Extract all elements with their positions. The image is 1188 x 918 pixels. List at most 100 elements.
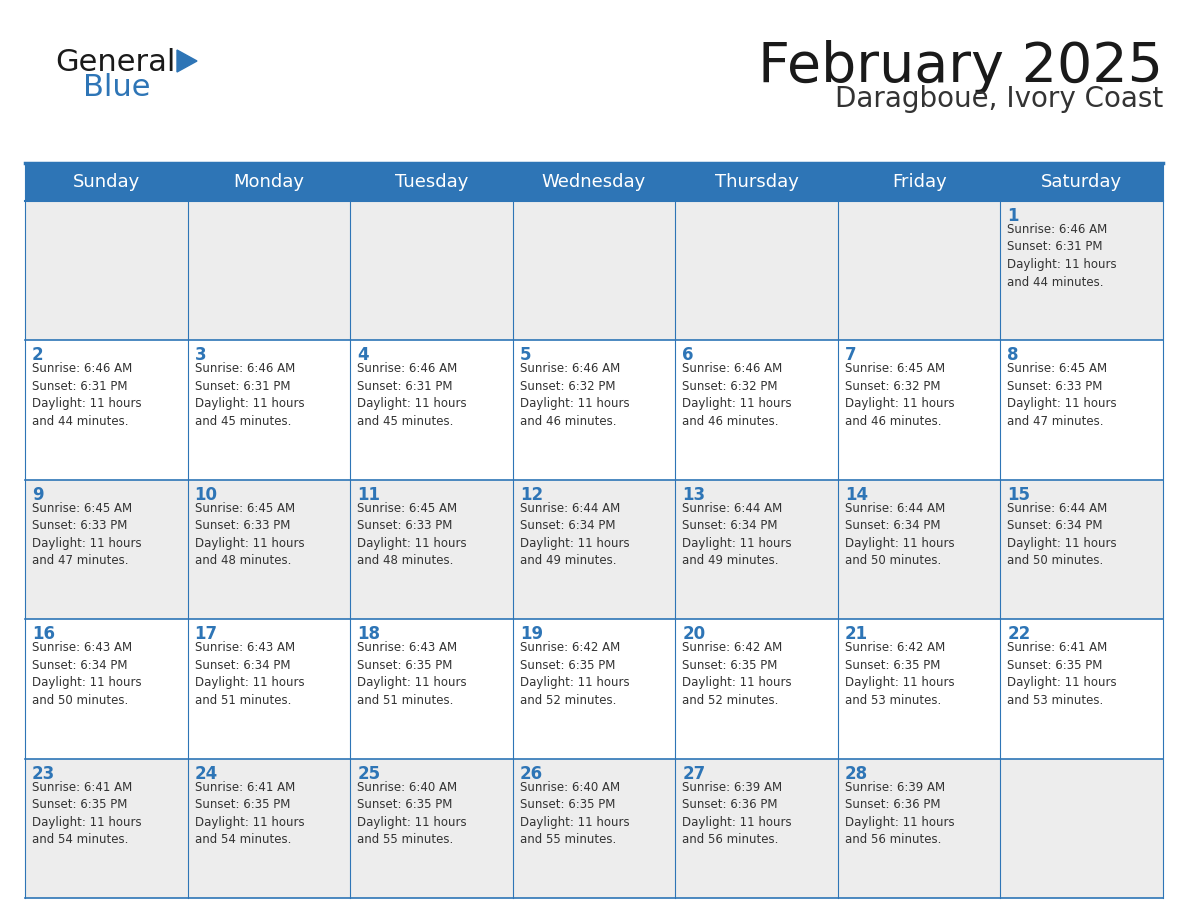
Bar [350, 620, 513, 758]
Text: Daragboue, Ivory Coast: Daragboue, Ivory Coast [835, 85, 1163, 113]
Text: 27: 27 [682, 765, 706, 783]
Bar [838, 480, 1000, 620]
Bar [25, 201, 188, 341]
Text: 24: 24 [195, 765, 217, 783]
Bar [513, 480, 675, 620]
Bar [1000, 480, 1163, 620]
Text: Saturday: Saturday [1041, 173, 1123, 191]
Text: 11: 11 [358, 486, 380, 504]
Text: Sunrise: 6:43 AM
Sunset: 6:34 PM
Daylight: 11 hours
and 50 minutes.: Sunrise: 6:43 AM Sunset: 6:34 PM Dayligh… [32, 641, 141, 707]
Bar [25, 480, 188, 620]
Text: 15: 15 [1007, 486, 1030, 504]
Text: 7: 7 [845, 346, 857, 364]
Bar [1000, 758, 1163, 898]
Bar [350, 480, 513, 620]
Text: 9: 9 [32, 486, 44, 504]
Text: 2: 2 [32, 346, 44, 364]
Bar [838, 201, 1000, 341]
Bar [675, 758, 838, 898]
Text: 3: 3 [195, 346, 207, 364]
Bar [675, 620, 838, 758]
Text: 10: 10 [195, 486, 217, 504]
Text: 20: 20 [682, 625, 706, 644]
Text: Sunrise: 6:46 AM
Sunset: 6:31 PM
Daylight: 11 hours
and 45 minutes.: Sunrise: 6:46 AM Sunset: 6:31 PM Dayligh… [195, 363, 304, 428]
Text: Monday: Monday [233, 173, 304, 191]
Bar [188, 201, 350, 341]
Bar [1000, 341, 1163, 480]
Bar [350, 341, 513, 480]
Text: Sunrise: 6:39 AM
Sunset: 6:36 PM
Daylight: 11 hours
and 56 minutes.: Sunrise: 6:39 AM Sunset: 6:36 PM Dayligh… [845, 780, 954, 846]
Text: Sunrise: 6:46 AM
Sunset: 6:31 PM
Daylight: 11 hours
and 44 minutes.: Sunrise: 6:46 AM Sunset: 6:31 PM Dayligh… [1007, 223, 1117, 288]
Bar [675, 480, 838, 620]
Text: Sunrise: 6:45 AM
Sunset: 6:33 PM
Daylight: 11 hours
and 48 minutes.: Sunrise: 6:45 AM Sunset: 6:33 PM Dayligh… [358, 502, 467, 567]
Text: Sunrise: 6:39 AM
Sunset: 6:36 PM
Daylight: 11 hours
and 56 minutes.: Sunrise: 6:39 AM Sunset: 6:36 PM Dayligh… [682, 780, 792, 846]
Text: Sunday: Sunday [72, 173, 140, 191]
Bar [188, 758, 350, 898]
Text: Sunrise: 6:46 AM
Sunset: 6:32 PM
Daylight: 11 hours
and 46 minutes.: Sunrise: 6:46 AM Sunset: 6:32 PM Dayligh… [519, 363, 630, 428]
Text: 21: 21 [845, 625, 868, 644]
Text: 19: 19 [519, 625, 543, 644]
Bar [675, 201, 838, 341]
Text: Sunrise: 6:41 AM
Sunset: 6:35 PM
Daylight: 11 hours
and 54 minutes.: Sunrise: 6:41 AM Sunset: 6:35 PM Dayligh… [195, 780, 304, 846]
Bar [513, 758, 675, 898]
Text: 16: 16 [32, 625, 55, 644]
Text: 26: 26 [519, 765, 543, 783]
Text: Sunrise: 6:44 AM
Sunset: 6:34 PM
Daylight: 11 hours
and 50 minutes.: Sunrise: 6:44 AM Sunset: 6:34 PM Dayligh… [1007, 502, 1117, 567]
Text: General: General [55, 48, 176, 77]
Text: 25: 25 [358, 765, 380, 783]
Text: Sunrise: 6:40 AM
Sunset: 6:35 PM
Daylight: 11 hours
and 55 minutes.: Sunrise: 6:40 AM Sunset: 6:35 PM Dayligh… [358, 780, 467, 846]
Text: Sunrise: 6:44 AM
Sunset: 6:34 PM
Daylight: 11 hours
and 49 minutes.: Sunrise: 6:44 AM Sunset: 6:34 PM Dayligh… [519, 502, 630, 567]
Text: Sunrise: 6:42 AM
Sunset: 6:35 PM
Daylight: 11 hours
and 52 minutes.: Sunrise: 6:42 AM Sunset: 6:35 PM Dayligh… [519, 641, 630, 707]
Bar [350, 201, 513, 341]
Text: 1: 1 [1007, 207, 1019, 225]
Text: 12: 12 [519, 486, 543, 504]
Text: Wednesday: Wednesday [542, 173, 646, 191]
Text: 22: 22 [1007, 625, 1031, 644]
Text: Sunrise: 6:41 AM
Sunset: 6:35 PM
Daylight: 11 hours
and 53 minutes.: Sunrise: 6:41 AM Sunset: 6:35 PM Dayligh… [1007, 641, 1117, 707]
Bar [188, 620, 350, 758]
Text: Sunrise: 6:43 AM
Sunset: 6:35 PM
Daylight: 11 hours
and 51 minutes.: Sunrise: 6:43 AM Sunset: 6:35 PM Dayligh… [358, 641, 467, 707]
Text: Sunrise: 6:45 AM
Sunset: 6:33 PM
Daylight: 11 hours
and 47 minutes.: Sunrise: 6:45 AM Sunset: 6:33 PM Dayligh… [1007, 363, 1117, 428]
Bar [25, 620, 188, 758]
Polygon shape [177, 50, 197, 72]
Text: Thursday: Thursday [715, 173, 798, 191]
Text: 23: 23 [32, 765, 56, 783]
Bar [1000, 201, 1163, 341]
Text: Sunrise: 6:42 AM
Sunset: 6:35 PM
Daylight: 11 hours
and 52 minutes.: Sunrise: 6:42 AM Sunset: 6:35 PM Dayligh… [682, 641, 792, 707]
Text: 13: 13 [682, 486, 706, 504]
Bar [513, 341, 675, 480]
Bar [25, 163, 1163, 201]
Bar [188, 341, 350, 480]
Text: 28: 28 [845, 765, 868, 783]
Text: 18: 18 [358, 625, 380, 644]
Bar [350, 758, 513, 898]
Text: Blue: Blue [83, 73, 151, 102]
Text: February 2025: February 2025 [758, 40, 1163, 94]
Text: Sunrise: 6:42 AM
Sunset: 6:35 PM
Daylight: 11 hours
and 53 minutes.: Sunrise: 6:42 AM Sunset: 6:35 PM Dayligh… [845, 641, 954, 707]
Text: Sunrise: 6:40 AM
Sunset: 6:35 PM
Daylight: 11 hours
and 55 minutes.: Sunrise: 6:40 AM Sunset: 6:35 PM Dayligh… [519, 780, 630, 846]
Text: Sunrise: 6:41 AM
Sunset: 6:35 PM
Daylight: 11 hours
and 54 minutes.: Sunrise: 6:41 AM Sunset: 6:35 PM Dayligh… [32, 780, 141, 846]
Text: Sunrise: 6:45 AM
Sunset: 6:32 PM
Daylight: 11 hours
and 46 minutes.: Sunrise: 6:45 AM Sunset: 6:32 PM Dayligh… [845, 363, 954, 428]
Bar [838, 758, 1000, 898]
Bar [838, 341, 1000, 480]
Text: Sunrise: 6:46 AM
Sunset: 6:31 PM
Daylight: 11 hours
and 45 minutes.: Sunrise: 6:46 AM Sunset: 6:31 PM Dayligh… [358, 363, 467, 428]
Bar [513, 201, 675, 341]
Bar [25, 341, 188, 480]
Text: 4: 4 [358, 346, 368, 364]
Text: Sunrise: 6:46 AM
Sunset: 6:32 PM
Daylight: 11 hours
and 46 minutes.: Sunrise: 6:46 AM Sunset: 6:32 PM Dayligh… [682, 363, 792, 428]
Bar [25, 758, 188, 898]
Bar [513, 620, 675, 758]
Text: 5: 5 [519, 346, 531, 364]
Text: Friday: Friday [892, 173, 947, 191]
Text: Sunrise: 6:44 AM
Sunset: 6:34 PM
Daylight: 11 hours
and 49 minutes.: Sunrise: 6:44 AM Sunset: 6:34 PM Dayligh… [682, 502, 792, 567]
Text: 6: 6 [682, 346, 694, 364]
Bar [838, 620, 1000, 758]
Text: 14: 14 [845, 486, 868, 504]
Bar [1000, 620, 1163, 758]
Text: 8: 8 [1007, 346, 1019, 364]
Text: Sunrise: 6:43 AM
Sunset: 6:34 PM
Daylight: 11 hours
and 51 minutes.: Sunrise: 6:43 AM Sunset: 6:34 PM Dayligh… [195, 641, 304, 707]
Text: Sunrise: 6:45 AM
Sunset: 6:33 PM
Daylight: 11 hours
and 48 minutes.: Sunrise: 6:45 AM Sunset: 6:33 PM Dayligh… [195, 502, 304, 567]
Text: 17: 17 [195, 625, 217, 644]
Bar [675, 341, 838, 480]
Text: Sunrise: 6:45 AM
Sunset: 6:33 PM
Daylight: 11 hours
and 47 minutes.: Sunrise: 6:45 AM Sunset: 6:33 PM Dayligh… [32, 502, 141, 567]
